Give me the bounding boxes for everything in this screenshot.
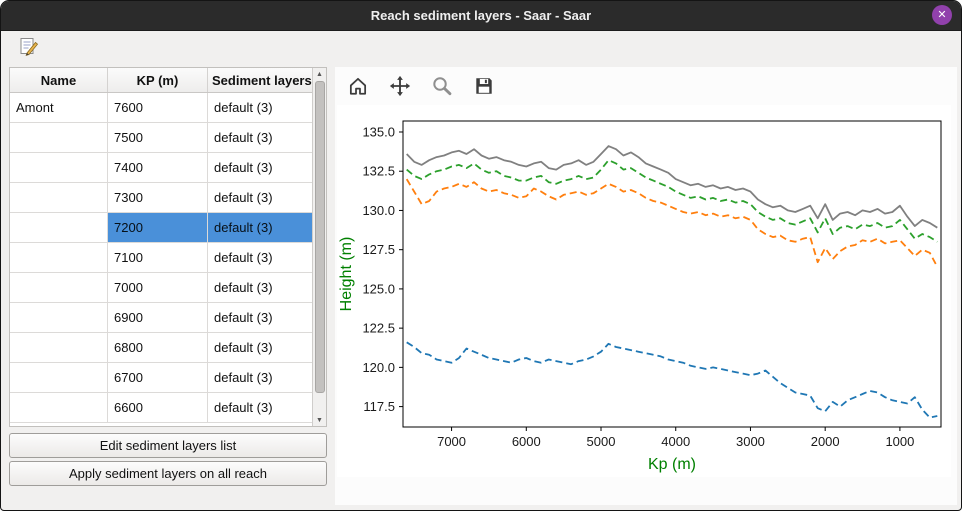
svg-text:120.0: 120.0 <box>362 360 395 375</box>
cell-layers[interactable]: default (3) <box>208 183 312 213</box>
svg-text:6000: 6000 <box>512 434 541 449</box>
cell-kp[interactable]: 7400 <box>108 153 208 183</box>
cell-layers[interactable]: default (3) <box>208 243 312 273</box>
cell-kp[interactable]: 6900 <box>108 303 208 333</box>
cell-name[interactable] <box>10 123 108 153</box>
cell-name[interactable] <box>10 243 108 273</box>
svg-text:2000: 2000 <box>811 434 840 449</box>
table-row[interactable]: 6800 default (3) <box>10 333 312 363</box>
cell-kp[interactable]: 7500 <box>108 123 208 153</box>
svg-text:Height (m): Height (m) <box>338 237 355 312</box>
cell-kp[interactable]: 6700 <box>108 363 208 393</box>
table-row[interactable]: 7200 default (3) <box>10 213 312 243</box>
cell-kp[interactable]: 7200 <box>108 213 208 243</box>
svg-text:125.0: 125.0 <box>362 281 395 296</box>
svg-text:3000: 3000 <box>736 434 765 449</box>
edit-sediment-layers-list-button[interactable]: Edit sediment layers list <box>9 433 327 458</box>
cross-sections-table: Name KP (m) Sediment layers Amont 7600 def… <box>9 67 327 427</box>
cell-layers[interactable]: default (3) <box>208 93 312 123</box>
cell-layers[interactable]: default (3) <box>208 303 312 333</box>
cell-layers[interactable]: default (3) <box>208 393 312 423</box>
save-button[interactable] <box>469 73 499 103</box>
table-row[interactable]: 7400 default (3) <box>10 153 312 183</box>
edit-note-icon <box>18 36 39 62</box>
svg-text:130.0: 130.0 <box>362 203 395 218</box>
height-profile-chart[interactable]: 7000 6000 5000 4000 3000 2000 1000 117.5 120.0 12… <box>337 105 951 477</box>
save-floppy-icon <box>473 75 495 102</box>
home-button[interactable] <box>343 73 373 103</box>
series-dashed-blue <box>406 341 938 419</box>
header-sediment-layers[interactable]: Sediment layers <box>212 72 312 88</box>
svg-text:132.5: 132.5 <box>362 164 395 179</box>
close-icon: ✕ <box>937 8 947 21</box>
cell-name[interactable] <box>10 303 108 333</box>
cell-kp[interactable]: 6600 <box>108 393 208 423</box>
cell-layers[interactable]: default (3) <box>208 333 312 363</box>
plot-panel: 7000 6000 5000 4000 3000 2000 1000 117.5 120.0 12… <box>335 67 957 505</box>
cell-name[interactable] <box>10 273 108 303</box>
cell-kp[interactable]: 7100 <box>108 243 208 273</box>
table-body: Amont 7600 default (3) 7500 default (3) 7400 d… <box>10 93 312 423</box>
table-row[interactable]: 6700 default (3) <box>10 363 312 393</box>
table-row[interactable]: 7100 default (3) <box>10 243 312 273</box>
pan-button[interactable] <box>385 73 415 103</box>
plot-navigation-toolbar <box>335 67 957 105</box>
svg-text:127.5: 127.5 <box>362 242 395 257</box>
cell-layers[interactable]: default (3) <box>208 153 312 183</box>
edit-sediment-layers-list-label: Edit sediment layers list <box>99 438 237 453</box>
zoom-magnifier-icon <box>431 75 453 102</box>
zoom-button[interactable] <box>427 73 457 103</box>
titlebar[interactable]: Reach sediment layers - Saar - Saar ✕ <box>1 1 961 31</box>
edit-sediment-layers-toolbar-button[interactable] <box>15 36 41 61</box>
cell-kp[interactable]: 7000 <box>108 273 208 303</box>
cell-name[interactable]: Amont <box>10 93 108 123</box>
plot-canvas[interactable]: 7000 6000 5000 4000 3000 2000 1000 117.5 120.0 12… <box>337 105 957 482</box>
cell-kp[interactable]: 7600 <box>108 93 208 123</box>
cell-name[interactable] <box>10 213 108 243</box>
cell-name[interactable] <box>10 333 108 363</box>
cell-name[interactable] <box>10 183 108 213</box>
scroll-up-arrow-icon[interactable]: ▲ <box>316 70 323 78</box>
window-title: Reach sediment layers - Saar - Saar <box>370 8 592 23</box>
svg-text:4000: 4000 <box>661 434 690 449</box>
table-header-row: Name KP (m) Sediment layers <box>10 68 312 93</box>
table-row[interactable]: 7300 default (3) <box>10 183 312 213</box>
cell-layers[interactable]: default (3) <box>208 273 312 303</box>
table-row[interactable]: 6600 default (3) <box>10 393 312 423</box>
svg-text:5000: 5000 <box>587 434 616 449</box>
series-solid-gray <box>406 145 938 229</box>
pan-move-icon <box>389 75 411 102</box>
svg-text:7000: 7000 <box>437 434 466 449</box>
header-name[interactable]: Name <box>10 68 108 92</box>
table-row[interactable]: 6900 default (3) <box>10 303 312 333</box>
cell-name[interactable] <box>10 363 108 393</box>
apply-sediment-layers-button[interactable]: Apply sediment layers on all reach <box>9 461 327 486</box>
series-dashed-orange <box>405 178 939 268</box>
table-vertical-scrollbar[interactable]: ▲ ▼ <box>312 68 326 426</box>
cell-name[interactable] <box>10 153 108 183</box>
cell-name[interactable] <box>10 393 108 423</box>
close-button[interactable]: ✕ <box>932 5 952 25</box>
svg-text:117.5: 117.5 <box>363 399 395 414</box>
cell-layers[interactable]: default (3) <box>208 213 312 243</box>
table-row[interactable]: 7000 default (3) <box>10 273 312 303</box>
scroll-down-arrow-icon[interactable]: ▼ <box>316 416 323 424</box>
header-kp[interactable]: KP (m) <box>108 68 208 92</box>
svg-text:Kp (m): Kp (m) <box>648 456 696 473</box>
table-grid: Name KP (m) Sediment layers Amont 7600 def… <box>10 68 312 426</box>
cell-kp[interactable]: 6800 <box>108 333 208 363</box>
scrollbar-thumb[interactable] <box>314 81 325 393</box>
cell-layers[interactable]: default (3) <box>208 363 312 393</box>
cell-kp[interactable]: 7300 <box>108 183 208 213</box>
svg-text:1000: 1000 <box>885 434 914 449</box>
apply-sediment-layers-label: Apply sediment layers on all reach <box>69 466 267 481</box>
table-row[interactable]: Amont 7600 default (3) <box>10 93 312 123</box>
cell-layers[interactable]: default (3) <box>208 123 312 153</box>
home-icon <box>347 75 369 102</box>
svg-text:122.5: 122.5 <box>362 321 395 336</box>
series-dashed-green <box>406 159 938 243</box>
table-row[interactable]: 7500 default (3) <box>10 123 312 153</box>
svg-text:135.0: 135.0 <box>362 124 395 139</box>
